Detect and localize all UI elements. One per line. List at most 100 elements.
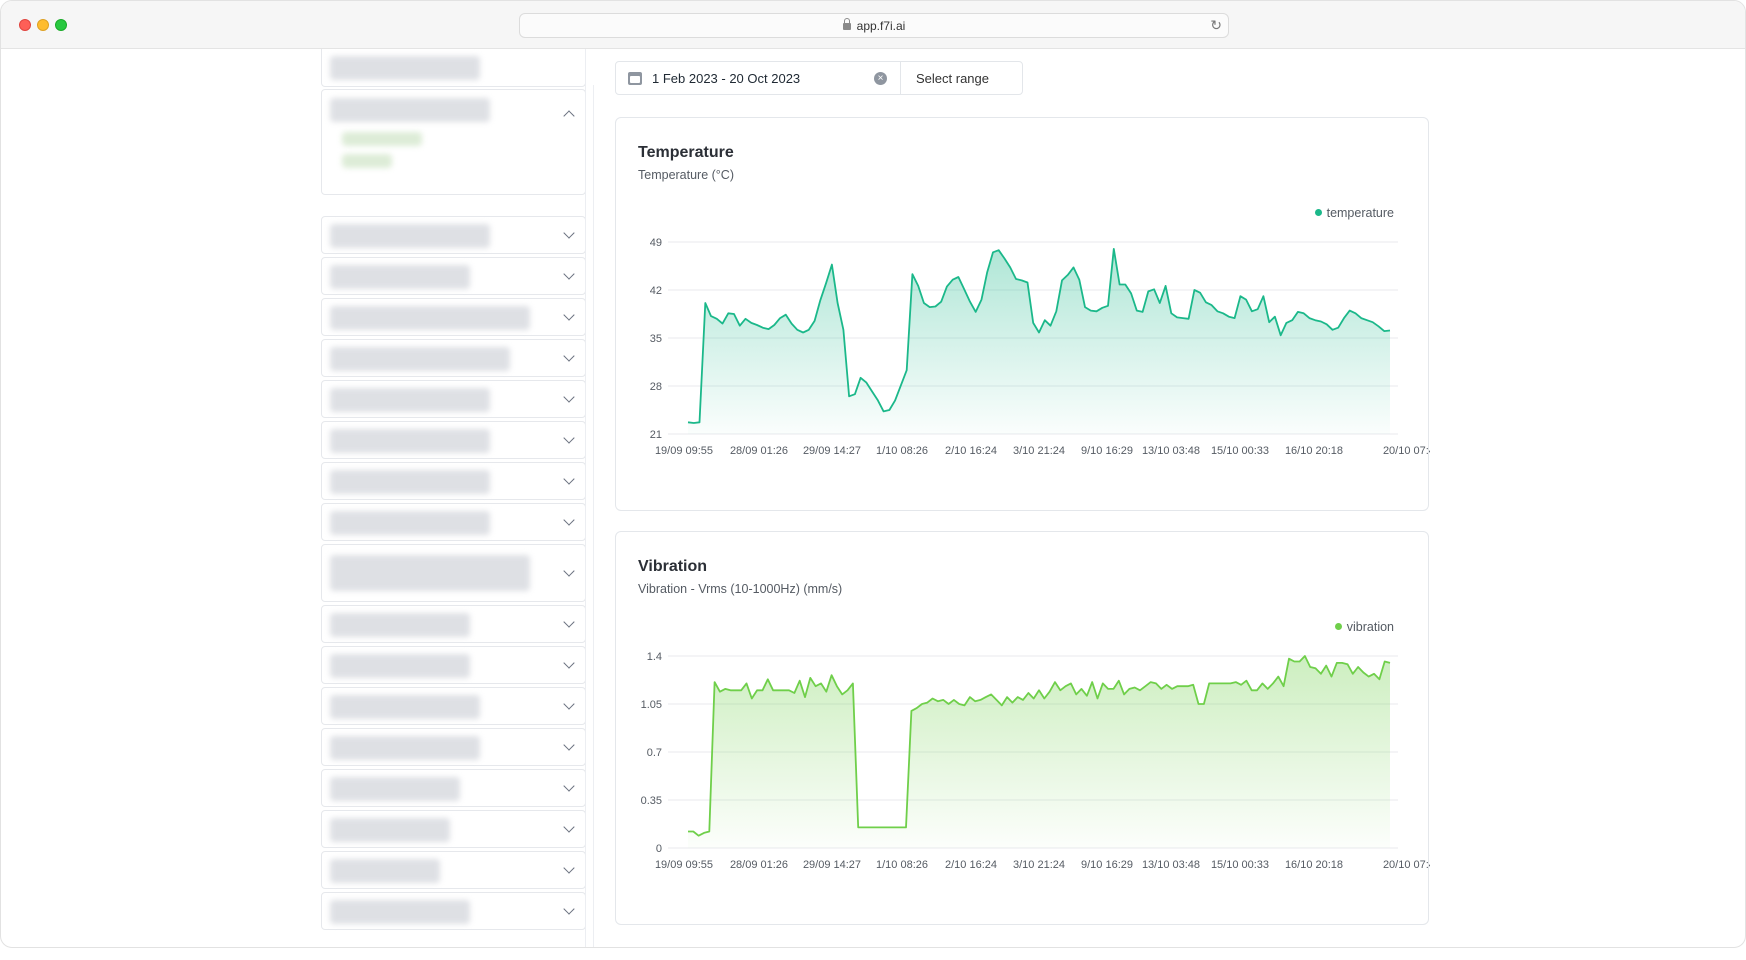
date-range-value[interactable]: 1 Feb 2023 - 20 Oct 2023 — [652, 71, 801, 86]
x-tick-label: 16/10 20:18 — [1285, 859, 1343, 871]
x-tick-label: 28/09 01:26 — [730, 445, 788, 457]
chevron-down-icon[interactable] — [563, 473, 575, 485]
chevron-down-icon[interactable] — [563, 616, 575, 628]
chart-legend[interactable]: vibration — [1334, 620, 1394, 634]
calendar-icon — [628, 72, 642, 85]
y-tick-label: 0.7 — [647, 747, 662, 759]
vibration-chart-card: Vibration Vibration - Vrms (10-1000Hz) (… — [615, 531, 1430, 926]
clear-range-icon[interactable]: × — [874, 72, 887, 85]
zoom-window-button[interactable] — [55, 19, 67, 31]
series-line[interactable] — [687, 248, 1391, 424]
x-tick-label: 1/10 08:26 — [876, 445, 928, 457]
sidebar-item[interactable] — [321, 892, 585, 930]
legend-label: temperature — [1326, 206, 1394, 220]
x-tick-label: 19/09 09:55 — [655, 859, 713, 871]
y-tick-label: 28 — [650, 381, 662, 393]
chevron-down-icon[interactable] — [563, 309, 575, 321]
chart-subtitle: Vibration - Vrms (10-1000Hz) (mm/s) — [638, 582, 843, 596]
sidebar-item[interactable] — [321, 298, 585, 336]
x-tick-label: 29/09 14:27 — [803, 859, 861, 871]
sidebar-item[interactable] — [321, 503, 585, 541]
x-tick-label: 19/09 09:55 — [655, 445, 713, 457]
sidebar — [321, 49, 586, 947]
y-tick-label: 35 — [650, 333, 662, 345]
chevron-down-icon[interactable] — [563, 739, 575, 751]
vibration-chart[interactable]: 1.4 1.05 0.7 0.35 0 19/09 09:55 28/09 01:26 29/… — [616, 532, 1430, 926]
chevron-down-icon[interactable] — [563, 391, 575, 403]
series-line[interactable] — [688, 655, 1391, 837]
sidebar-item[interactable] — [321, 257, 585, 295]
y-tick-label: 21 — [650, 429, 662, 441]
sidebar-item[interactable] — [321, 462, 585, 500]
x-tick-label: 3/10 21:24 — [1013, 445, 1065, 457]
sidebar-item[interactable] — [321, 769, 585, 807]
chevron-down-icon[interactable] — [563, 268, 575, 280]
chevron-down-icon[interactable] — [563, 657, 575, 669]
sidebar-item[interactable] — [321, 544, 585, 602]
sidebar-item[interactable] — [321, 421, 585, 459]
range-separator — [900, 62, 901, 94]
y-tick-label: 1.4 — [647, 651, 662, 663]
address-bar[interactable]: app.f7i.ai ↻ — [519, 13, 1229, 38]
y-tick-label: 42 — [650, 285, 662, 297]
x-tick-label: 2/10 16:24 — [945, 445, 997, 457]
chevron-down-icon[interactable] — [563, 780, 575, 792]
sidebar-item[interactable] — [321, 810, 585, 848]
sidebar-item-expanded[interactable] — [321, 89, 585, 195]
chevron-down-icon[interactable] — [563, 698, 575, 710]
chart-title: Temperature — [638, 144, 734, 161]
chevron-down-icon[interactable] — [563, 903, 575, 915]
temperature-chart[interactable]: 49 42 35 28 21 19/09 09:55 28/09 01:26 29/09 14… — [616, 118, 1430, 512]
reload-icon[interactable]: ↻ — [1210, 17, 1222, 33]
y-tick-label: 0.35 — [641, 795, 662, 807]
minimize-window-button[interactable] — [37, 19, 49, 31]
y-tick-label: 49 — [650, 237, 662, 249]
x-tick-label: 16/10 20:18 — [1285, 445, 1343, 457]
y-tick-label: 0 — [656, 843, 662, 855]
sidebar-item[interactable] — [321, 605, 585, 643]
sidebar-item[interactable] — [321, 339, 585, 377]
sidebar-item[interactable] — [321, 851, 585, 889]
chevron-down-icon[interactable] — [563, 227, 575, 239]
date-range-picker[interactable]: 1 Feb 2023 - 20 Oct 2023 × Select range — [615, 61, 1023, 95]
browser-titlebar: app.f7i.ai ↻ — [1, 1, 1745, 49]
legend-dot — [1334, 623, 1342, 630]
chevron-down-icon[interactable] — [563, 565, 575, 577]
legend-dot — [1314, 209, 1322, 216]
series-area — [688, 656, 1390, 848]
sidebar-item[interactable] — [321, 380, 585, 418]
content-divider — [593, 85, 594, 947]
x-tick-label: 15/10 00:33 — [1211, 859, 1269, 871]
x-tick-label: 28/09 01:26 — [730, 859, 788, 871]
chevron-up-icon[interactable] — [563, 110, 575, 122]
sidebar-item[interactable] — [321, 49, 585, 87]
x-tick-label: 1/10 08:26 — [876, 859, 928, 871]
chevron-down-icon[interactable] — [563, 514, 575, 526]
sidebar-item[interactable] — [321, 687, 585, 725]
chart-title: Vibration — [638, 558, 708, 575]
sidebar-item[interactable] — [321, 728, 585, 766]
series-area — [688, 248, 1390, 434]
chevron-down-icon[interactable] — [563, 432, 575, 444]
select-range-button[interactable]: Select range — [916, 71, 989, 86]
x-tick-label: 20/10 07:48 — [1383, 859, 1430, 871]
x-tick-label: 9/10 16:29 — [1081, 445, 1133, 457]
legend-label: vibration — [1346, 620, 1394, 634]
chevron-down-icon[interactable] — [563, 821, 575, 833]
temperature-chart-card: Temperature Temperature (°C) temperature… — [615, 117, 1430, 512]
chart-legend[interactable]: temperature — [1314, 206, 1394, 220]
x-tick-label: 3/10 21:24 — [1013, 859, 1065, 871]
x-tick-label: 13/10 03:48 — [1142, 859, 1200, 871]
sidebar-item[interactable] — [321, 216, 585, 254]
x-tick-label: 15/10 00:33 — [1211, 445, 1269, 457]
chevron-down-icon[interactable] — [563, 350, 575, 362]
y-tick-label: 1.05 — [641, 699, 662, 711]
sidebar-item[interactable] — [321, 646, 585, 684]
url-text: app.f7i.ai — [856, 19, 906, 33]
x-tick-label: 9/10 16:29 — [1081, 859, 1133, 871]
x-tick-label: 13/10 03:48 — [1142, 445, 1200, 457]
chevron-down-icon[interactable] — [563, 862, 575, 874]
close-window-button[interactable] — [19, 19, 31, 31]
x-tick-label: 2/10 16:24 — [945, 859, 997, 871]
